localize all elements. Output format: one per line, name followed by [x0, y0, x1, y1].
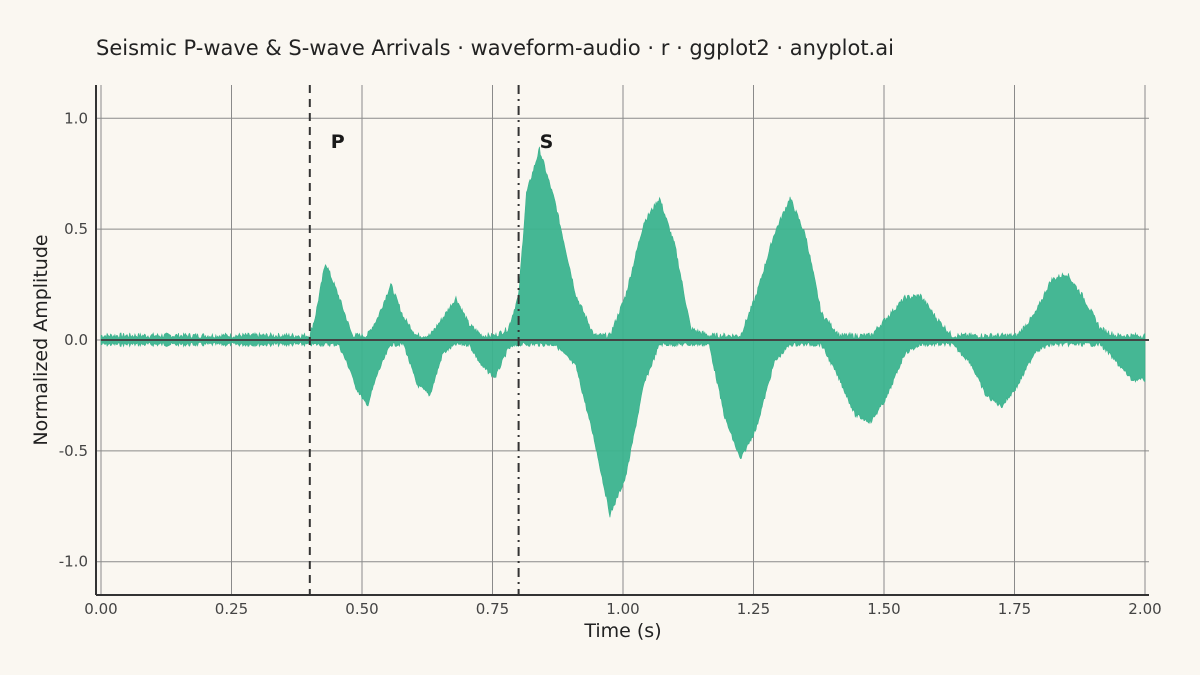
x-tick-label: 0.50: [345, 600, 378, 618]
x-tick-label: 1.75: [998, 600, 1031, 618]
x-tick-label: 0.25: [215, 600, 248, 618]
x-tick-label: 1.00: [606, 600, 639, 618]
y-tick-label: 0.5: [64, 220, 88, 238]
y-tick-label: -1.0: [59, 553, 88, 571]
marker-label-p: P: [331, 131, 345, 153]
x-axis-title: Time (s): [583, 620, 661, 642]
marker-label-s: S: [540, 131, 554, 153]
chart-title: Seismic P-wave & S-wave Arrivals · wavef…: [96, 36, 894, 60]
y-axis-title: Normalized Amplitude: [30, 234, 52, 445]
x-tick-label: 0.00: [84, 600, 117, 618]
x-tick-label: 0.75: [476, 600, 509, 618]
y-tick-label: 0.0: [64, 331, 88, 349]
x-tick-label: 1.25: [737, 600, 770, 618]
x-tick-label: 1.50: [867, 600, 900, 618]
waveform-area: [100, 146, 1146, 518]
y-tick-label: -0.5: [59, 442, 88, 460]
y-tick-label: 1.0: [64, 109, 88, 127]
x-tick-label: 2.00: [1128, 600, 1161, 618]
